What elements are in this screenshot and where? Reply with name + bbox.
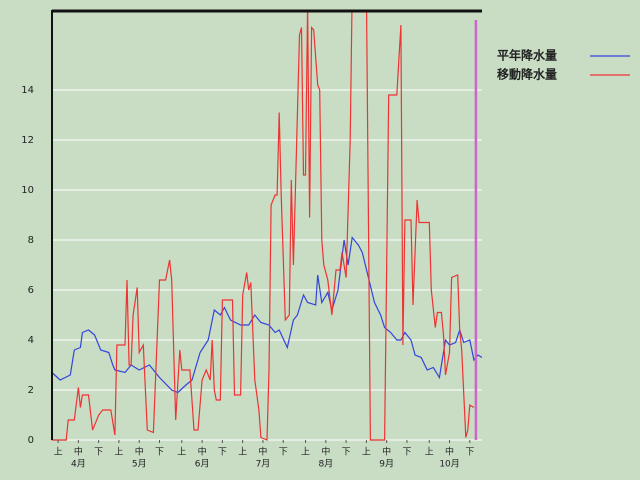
x-tick-label: 上 bbox=[238, 447, 247, 458]
x-tick-label: 中 bbox=[74, 446, 83, 458]
x-tick-label: 中 bbox=[198, 446, 207, 458]
month-label: 4月 bbox=[71, 459, 86, 470]
grid bbox=[52, 89, 482, 441]
month-label: 8月 bbox=[318, 459, 333, 470]
month-label: 7月 bbox=[256, 459, 271, 470]
x-tick-label: 上 bbox=[425, 447, 434, 458]
x-tick-label: 下 bbox=[402, 448, 411, 458]
legend-label: 移動降水量 bbox=[497, 67, 557, 82]
month-label: 9月 bbox=[379, 459, 394, 470]
month-label: 5月 bbox=[132, 459, 147, 470]
x-tick-label: 中 bbox=[135, 446, 144, 458]
x-tick-label: 上 bbox=[362, 447, 371, 458]
y-tick-label: 14 bbox=[21, 85, 34, 96]
legend-label: 平年降水量 bbox=[497, 48, 557, 63]
x-tick-label: 中 bbox=[445, 446, 454, 458]
x-tick-label: 下 bbox=[155, 448, 164, 458]
y-tick-label: 10 bbox=[21, 185, 34, 196]
x-tick-label: 上 bbox=[177, 447, 186, 458]
x-tick-label: 下 bbox=[465, 448, 474, 458]
month-label: 10月 bbox=[439, 459, 459, 470]
y-tick-label: 4 bbox=[28, 335, 34, 346]
x-tick-label: 上 bbox=[54, 447, 63, 458]
y-tick-label: 6 bbox=[28, 285, 34, 296]
y-tick-label: 12 bbox=[21, 135, 34, 146]
x-tick-label: 下 bbox=[94, 448, 103, 458]
plot bbox=[52, 10, 482, 441]
series-line bbox=[52, 236, 482, 394]
x-tick-label: 下 bbox=[279, 448, 288, 458]
x-tick-label: 中 bbox=[258, 446, 267, 458]
series-line bbox=[52, 10, 475, 441]
x-tick-label: 上 bbox=[114, 447, 123, 458]
x-tick-label: 中 bbox=[321, 446, 330, 458]
month-label: 6月 bbox=[195, 459, 210, 470]
x-tick-label: 下 bbox=[218, 448, 227, 458]
x-tick-label: 上 bbox=[301, 447, 310, 458]
y-tick-label: 8 bbox=[28, 235, 34, 246]
x-tick-label: 中 bbox=[382, 446, 391, 458]
y-tick-label: 2 bbox=[28, 385, 34, 396]
x-tick-label: 下 bbox=[342, 448, 351, 458]
y-tick-label: 0 bbox=[28, 435, 34, 446]
